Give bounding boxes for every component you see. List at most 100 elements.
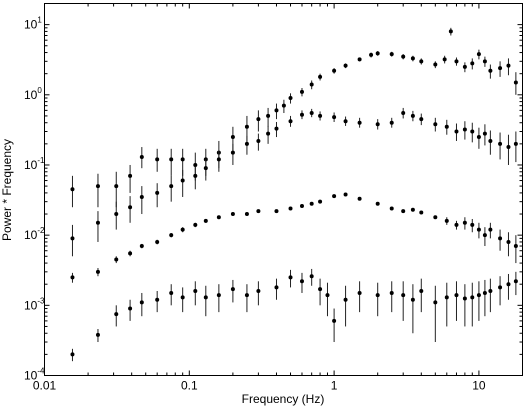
data-point [128,173,133,178]
data-point [274,108,279,113]
y-tick-label: 101 [24,16,42,32]
data-point [203,218,208,223]
data-point [70,352,75,357]
data-point [357,196,362,201]
data-point [498,285,503,290]
data-point [476,227,481,232]
data-point [281,103,286,108]
data-point [230,135,235,140]
data-point [343,63,348,68]
y-tick-exponent: 1 [37,16,42,25]
data-point [343,297,348,302]
data-point [309,82,314,87]
y-tick-label: 100 [24,86,42,102]
y-axis-label: Power * Frequency [0,139,14,241]
data-point [513,80,518,85]
data-point [244,124,249,129]
data-point [139,300,144,305]
data-point [169,184,174,189]
data-point [70,187,75,192]
data-layer [70,27,518,362]
y-tick-exponent: -3 [37,296,45,305]
data-point [266,131,271,136]
data-point [274,209,279,214]
data-point [114,212,119,217]
data-point [454,293,459,298]
data-point [410,56,415,61]
data-point [288,96,293,101]
data-point [193,173,198,178]
data-point [256,138,261,143]
data-point [476,135,481,140]
y-tick-exponent: -1 [37,156,45,165]
data-point [70,275,75,280]
data-point [476,293,481,298]
data-point [95,269,100,274]
data-point [288,275,293,280]
data-point [230,287,235,292]
data-point [448,29,453,34]
data-point [470,61,475,66]
data-point [419,117,424,122]
data-point [309,201,314,206]
data-point [203,166,208,171]
data-point [256,117,261,122]
data-point [180,295,185,300]
data-point [155,239,160,244]
data-point [128,306,133,311]
data-point [513,279,518,284]
data-point [256,209,261,214]
x-tick-label: 0.1 [181,379,198,393]
data-point [155,157,160,162]
data-point [369,52,374,57]
data-point [95,184,100,189]
data-point [488,68,493,73]
y-tick-exponent: -4 [37,367,45,376]
y-tick-label: 10-2 [24,226,45,242]
data-point [375,293,380,298]
data-point [193,289,198,294]
data-point [375,51,380,56]
y-tick-label: 10-3 [24,296,45,312]
data-point [506,239,511,244]
data-point [169,290,174,295]
data-point [180,157,185,162]
data-point [299,204,304,209]
data-point [470,295,475,300]
data-point [462,127,467,132]
data-point [332,318,337,323]
data-point [318,113,323,118]
data-point [299,89,304,94]
data-point [488,289,493,294]
data-point [299,112,304,117]
data-point [488,138,493,143]
data-point [309,274,314,279]
data-point [180,178,185,183]
data-point [462,220,467,225]
data-point [462,296,467,301]
data-point [318,287,323,292]
data-point [180,227,185,232]
data-point [444,124,449,129]
data-point [266,113,271,118]
data-point [433,215,438,220]
data-point [454,59,459,64]
data-point [139,244,144,249]
data-point [70,236,75,241]
data-point [155,297,160,302]
data-point [506,145,511,150]
data-point [332,115,337,120]
x-tick-label: 10 [472,379,486,393]
data-point [139,194,144,199]
data-point [506,63,511,68]
data-point [169,233,174,238]
data-point [498,66,503,71]
data-point [513,141,518,146]
data-point [389,52,394,57]
data-point [114,312,119,317]
data-point [488,227,493,232]
data-point [389,290,394,295]
data-point [128,251,133,256]
data-point [498,141,503,146]
